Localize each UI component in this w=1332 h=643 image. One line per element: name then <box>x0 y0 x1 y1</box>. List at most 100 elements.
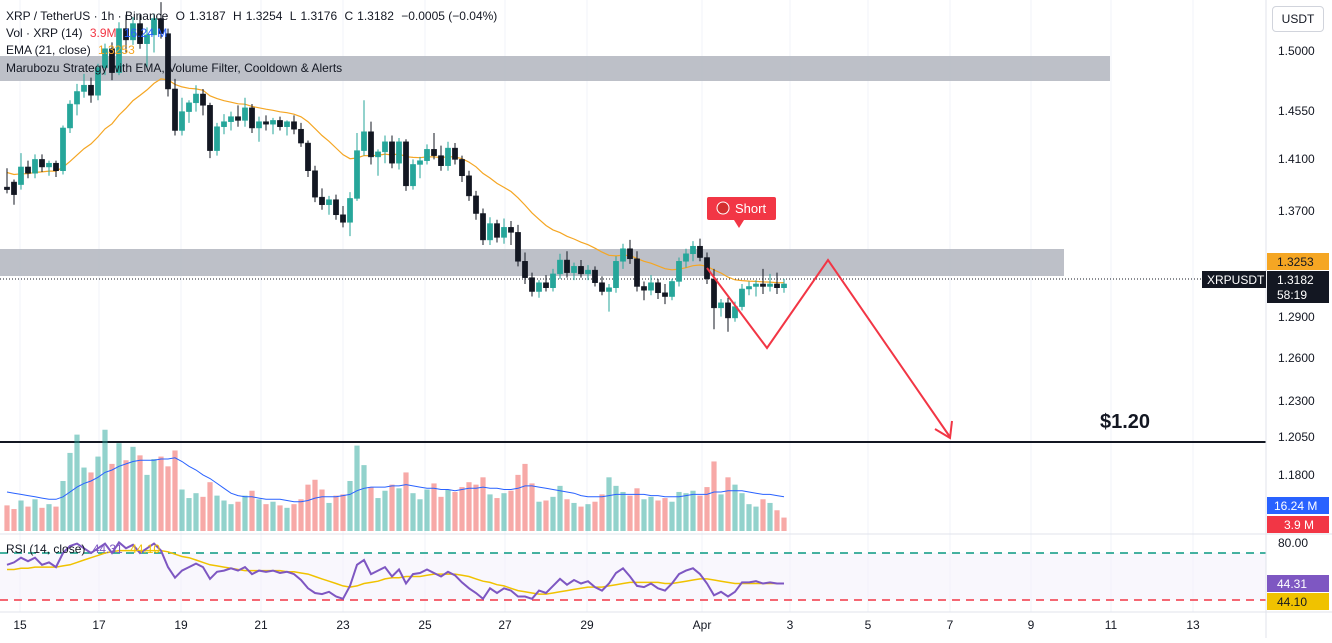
symbol-label[interactable]: XRP / TetherUS · 1h · Binance <box>6 9 169 23</box>
candle-body <box>697 245 703 258</box>
volume-ma-tag <box>1267 497 1329 514</box>
volume-ma-value: 16.24 M <box>123 26 168 40</box>
candle-body <box>263 121 269 125</box>
candle-body <box>466 175 472 197</box>
candle-body <box>137 23 143 44</box>
volume-bar <box>200 496 206 531</box>
volume-bar <box>403 472 409 531</box>
candle-body <box>319 196 325 205</box>
candle-body <box>508 227 514 233</box>
short-label-pointer <box>734 220 744 228</box>
high-label: H <box>233 9 242 23</box>
candle-body <box>396 141 402 164</box>
volume-bar <box>522 463 528 531</box>
volume-bar <box>431 483 437 531</box>
price-axis[interactable]: 1.5000 1.4550 1.4100 1.3700 1.2900 1.260… <box>1278 44 1315 482</box>
volume-bar <box>368 487 374 531</box>
candle-body <box>25 166 31 174</box>
volume-bar <box>228 504 234 531</box>
legend-ema: EMA (21, close) 1.3253 <box>6 42 139 58</box>
volume-bar <box>144 474 150 531</box>
candle-body <box>389 141 395 164</box>
candle-body <box>130 23 136 41</box>
candle-body <box>207 105 213 151</box>
candle-body <box>32 159 38 174</box>
candle-body <box>480 213 486 241</box>
candle-body <box>683 253 689 262</box>
candle-body <box>221 121 227 127</box>
volume-bar <box>319 489 325 531</box>
volume-bar <box>326 502 332 531</box>
candle-body <box>403 141 409 187</box>
candle-body <box>543 282 549 288</box>
candle-body <box>347 198 353 223</box>
volume-bar <box>102 429 108 531</box>
volume-bar <box>298 499 304 531</box>
legend-rsi: RSI (14, close) 44.31 44.10 <box>6 541 164 557</box>
volume-bar <box>494 498 500 531</box>
volume-bar <box>305 484 311 531</box>
volume-bar <box>221 500 227 531</box>
candle-body <box>116 28 122 73</box>
currency-button[interactable]: USDT <box>1272 6 1324 32</box>
ema-line <box>6 78 785 284</box>
candle-body <box>648 282 654 291</box>
volume-bar <box>417 499 423 531</box>
volume-bar <box>312 479 318 531</box>
candle-body <box>235 116 241 121</box>
candle-body <box>354 150 360 199</box>
low-value: 1.3176 <box>300 9 338 23</box>
volume-bar <box>25 506 31 531</box>
volume-bar <box>32 499 38 531</box>
candle-body <box>585 269 591 275</box>
candle-body <box>592 269 598 283</box>
candle-body <box>74 91 80 105</box>
volume-bar <box>60 480 66 531</box>
ema-label[interactable]: EMA (21, close) <box>6 43 91 57</box>
candle-body <box>487 223 493 241</box>
volume-bar <box>676 491 682 531</box>
ema-value: 1.3253 <box>98 43 135 57</box>
price-tick: 1.2600 <box>1278 351 1315 365</box>
volume-bar <box>354 445 360 531</box>
volume-bar <box>480 477 486 531</box>
candle-body <box>662 292 668 297</box>
candle-body <box>123 28 129 41</box>
candle-body <box>445 147 451 166</box>
rsi-band <box>0 553 1266 600</box>
candle-body <box>522 261 528 278</box>
volume-bar <box>389 484 395 531</box>
volume-bar <box>529 483 535 531</box>
strategy-label[interactable]: Marubozu Strategy with EMA, Volume Filte… <box>6 61 343 75</box>
volume-bar <box>151 459 157 531</box>
time-tick: 5 <box>865 618 872 632</box>
price-tick: 1.2050 <box>1278 430 1315 444</box>
support-zone <box>0 249 1064 276</box>
candle-body <box>431 149 437 156</box>
price-tick: 1.1800 <box>1278 468 1315 482</box>
volume-bar <box>459 487 465 531</box>
time-tick: 17 <box>92 618 106 632</box>
volume-bar <box>452 491 458 531</box>
candle-body <box>606 287 612 292</box>
rsi-label[interactable]: RSI (14, close) <box>6 542 86 556</box>
price-tick: 1.2300 <box>1278 394 1315 408</box>
volume-bar <box>109 463 115 531</box>
candle-body <box>564 259 570 273</box>
rsi-ma-value: 44.10 <box>130 542 161 556</box>
candle-body <box>256 121 262 129</box>
volume-bar <box>543 500 549 531</box>
volume-tag-text: 3.9 M <box>1284 518 1314 532</box>
legend-volume: Vol · XRP (14) 3.9M 16.24 M <box>6 25 171 41</box>
candle-body <box>634 258 640 287</box>
time-axis[interactable]: 15 17 19 21 23 25 27 29 Apr 3 5 7 9 11 13 <box>13 618 1200 632</box>
volume-bar <box>578 506 584 531</box>
candle-body <box>109 48 115 73</box>
candle-body <box>515 232 521 262</box>
volume-label[interactable]: Vol · XRP (14) <box>6 26 83 40</box>
volume-bar <box>508 490 514 531</box>
volume-bar <box>4 505 10 531</box>
volume-bar <box>571 502 577 531</box>
